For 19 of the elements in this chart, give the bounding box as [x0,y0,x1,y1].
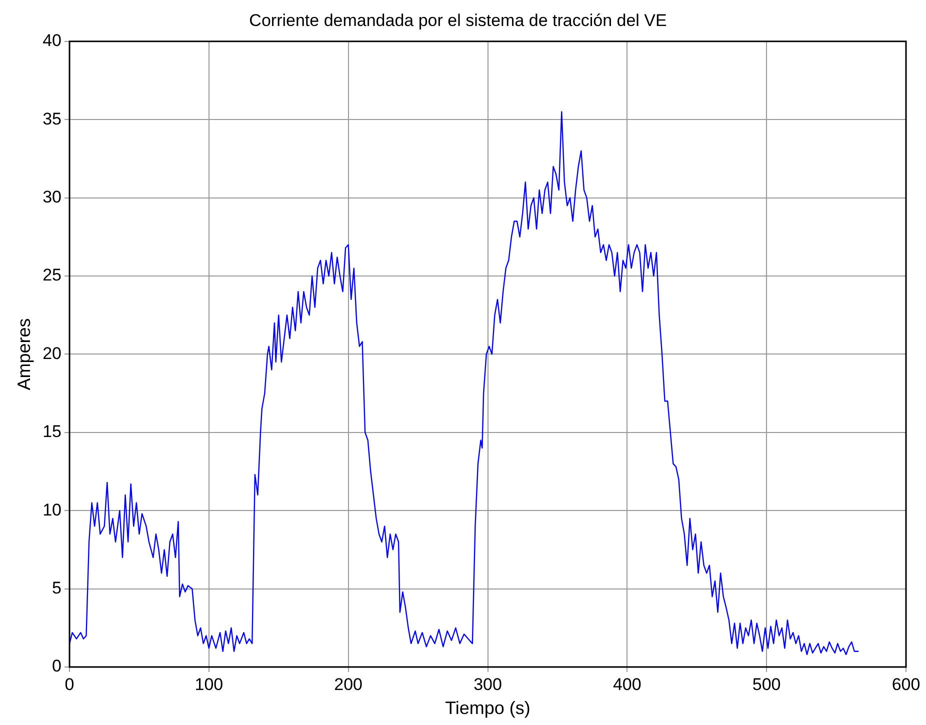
y-tick-label: 10 [42,500,62,520]
x-tick-label: 600 [892,674,920,694]
y-tick-label: 40 [42,31,62,50]
x-tick-label: 500 [752,674,781,694]
y-tick-label: 5 [52,578,62,598]
y-tick-label: 30 [42,187,62,206]
x-tick-label: 200 [334,674,363,694]
y-tick-label: 0 [52,656,62,676]
x-tick-label: 0 [64,674,74,694]
y-tick-label: 35 [42,109,62,128]
chart-title: Corriente demandada por el sistema de tracción del VE [249,10,667,30]
x-tick-label: 300 [474,674,502,694]
x-tick-label: 400 [612,674,642,694]
y-axis-title: Amperes [14,318,34,390]
x-axis-title: Tiempo (s) [445,698,530,718]
y-tick-label: 25 [42,266,62,285]
x-tick-label: 100 [194,674,224,694]
y-tick-label: 15 [42,422,62,442]
y-tick-label: 20 [42,344,62,363]
